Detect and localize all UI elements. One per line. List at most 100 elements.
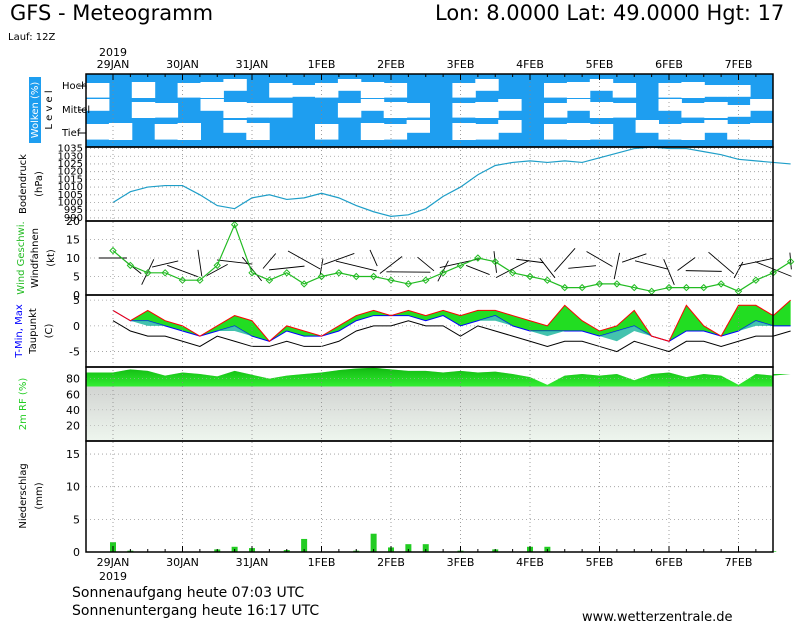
cloud-cell	[292, 85, 316, 97]
humidity-tick-label: 40	[66, 404, 80, 417]
wind-speed-marker	[404, 280, 413, 288]
wind-speed-marker	[665, 283, 673, 292]
humidity-tick-label: 80	[66, 373, 80, 386]
wind-speed-marker	[491, 257, 499, 266]
cloud-cell	[681, 123, 705, 140]
pressure-tick-label: 1030	[58, 151, 83, 162]
pressure-line	[112, 146, 791, 217]
wind-barb	[613, 252, 620, 280]
wind-speed-marker	[786, 257, 795, 266]
wind-tick-label: 20	[66, 215, 80, 228]
wind-speed-marker	[248, 269, 256, 277]
precip-tick-label: 0	[73, 546, 80, 559]
date-label-top: 4FEB	[516, 58, 544, 71]
wind-tick-label: 10	[66, 252, 80, 265]
date-label-top: 29JAN	[97, 58, 130, 71]
wind-barb	[634, 260, 669, 270]
wind-speed-marker	[178, 276, 187, 284]
temp-tick-label: -5	[69, 346, 80, 359]
date-label-bottom: 7FEB	[725, 556, 753, 569]
cloud-cell	[246, 123, 270, 140]
wind-tick-label: 0	[73, 289, 80, 302]
wind-speed-marker	[543, 276, 552, 284]
pressure-tick-label: 1035	[58, 144, 83, 155]
cloud-cell	[544, 124, 568, 140]
date-label-top: 5FEB	[586, 58, 614, 71]
cloud-cell	[704, 102, 728, 118]
date-label-bottom: 31JAN	[236, 556, 269, 569]
cloud-cell	[475, 79, 499, 91]
wind-speed-marker	[335, 269, 343, 277]
cloud-cell	[612, 103, 637, 118]
cloud-cell	[246, 103, 270, 118]
cloud-cell	[86, 99, 110, 111]
location-coordinates: Lon: 8.0000 Lat: 49.0000 Hgt: 17	[435, 1, 785, 25]
cloud-level-label: Tief	[61, 128, 81, 139]
cloud-cell	[223, 120, 247, 133]
cloud-cell	[337, 103, 362, 118]
year-label-bottom: 2019	[99, 570, 127, 583]
wind-speed-marker	[161, 269, 169, 277]
cloud-cell	[223, 79, 247, 91]
cloud-cell	[315, 83, 339, 98]
cloud-cell	[475, 124, 499, 140]
wind-unit-label: (kt)	[46, 249, 57, 267]
pressure-tick-label: 1000	[58, 198, 83, 209]
wind-barb	[379, 256, 403, 274]
precip-tick-label: 10	[66, 481, 80, 494]
wind-speed-marker	[439, 269, 447, 277]
wind-speed-marker	[317, 272, 326, 281]
pressure-unit-label: (hPa)	[34, 171, 45, 197]
cloud-cell	[269, 83, 293, 98]
humidity-tick-label: 60	[66, 388, 80, 401]
cold-area	[113, 310, 791, 342]
wind-barb	[621, 253, 647, 263]
cloud-cell	[566, 82, 591, 98]
cloud-cell	[452, 123, 476, 140]
date-label-top: 7FEB	[725, 58, 753, 71]
pressure-tick-label: 1010	[58, 182, 83, 193]
pressure-tick-label: 1015	[58, 174, 83, 185]
wind-speed-marker	[561, 283, 569, 292]
wind-speed-marker	[283, 269, 291, 277]
label-bg	[29, 77, 41, 143]
wind-tick-label: 15	[66, 234, 80, 247]
wind-barb	[369, 249, 378, 267]
wind-speed-marker	[734, 287, 743, 296]
panel-border	[85, 220, 774, 296]
date-label-bottom: 4FEB	[516, 556, 544, 569]
cloud-cell	[727, 105, 751, 117]
cloud-cell	[589, 124, 614, 140]
cloud-cell	[704, 120, 728, 133]
cloud-cell	[383, 102, 408, 118]
date-label-top: 3FEB	[447, 58, 475, 71]
cloud-axis-label: Wolken (%)	[30, 82, 41, 139]
wind-barb	[539, 257, 556, 279]
cloud-cell	[727, 85, 751, 97]
wind-speed-marker	[126, 261, 135, 270]
cloud-cell	[315, 124, 339, 140]
wind-barb	[323, 253, 355, 265]
model-run: Lauf: 12Z	[8, 32, 56, 43]
cloud-cell	[383, 124, 408, 140]
wind-barb	[287, 250, 321, 270]
wind-speed-marker	[595, 280, 604, 288]
wind-speed-marker	[387, 276, 395, 284]
wind-barb	[708, 251, 735, 275]
pressure-tick-label: 995	[64, 205, 83, 216]
precip-bar	[422, 544, 429, 552]
humidity-axis-label: 2m RF (%)	[18, 378, 29, 431]
wind-speed-marker	[578, 283, 586, 292]
wind-speed-marker	[352, 272, 360, 281]
cloud-cell	[750, 123, 774, 140]
cloud-cell	[727, 124, 751, 140]
wind-speed-marker	[647, 287, 656, 296]
precip-bar	[301, 538, 308, 552]
wind-speed-axis-label: Wind Geschwi.	[16, 221, 27, 294]
panel-border	[85, 440, 774, 553]
cloud-cell	[658, 83, 682, 98]
wind-barb	[516, 258, 544, 264]
wind-speed-marker	[717, 280, 725, 288]
website-credit: www.wetterzentrale.de	[582, 610, 733, 625]
wind-barb	[554, 248, 576, 272]
